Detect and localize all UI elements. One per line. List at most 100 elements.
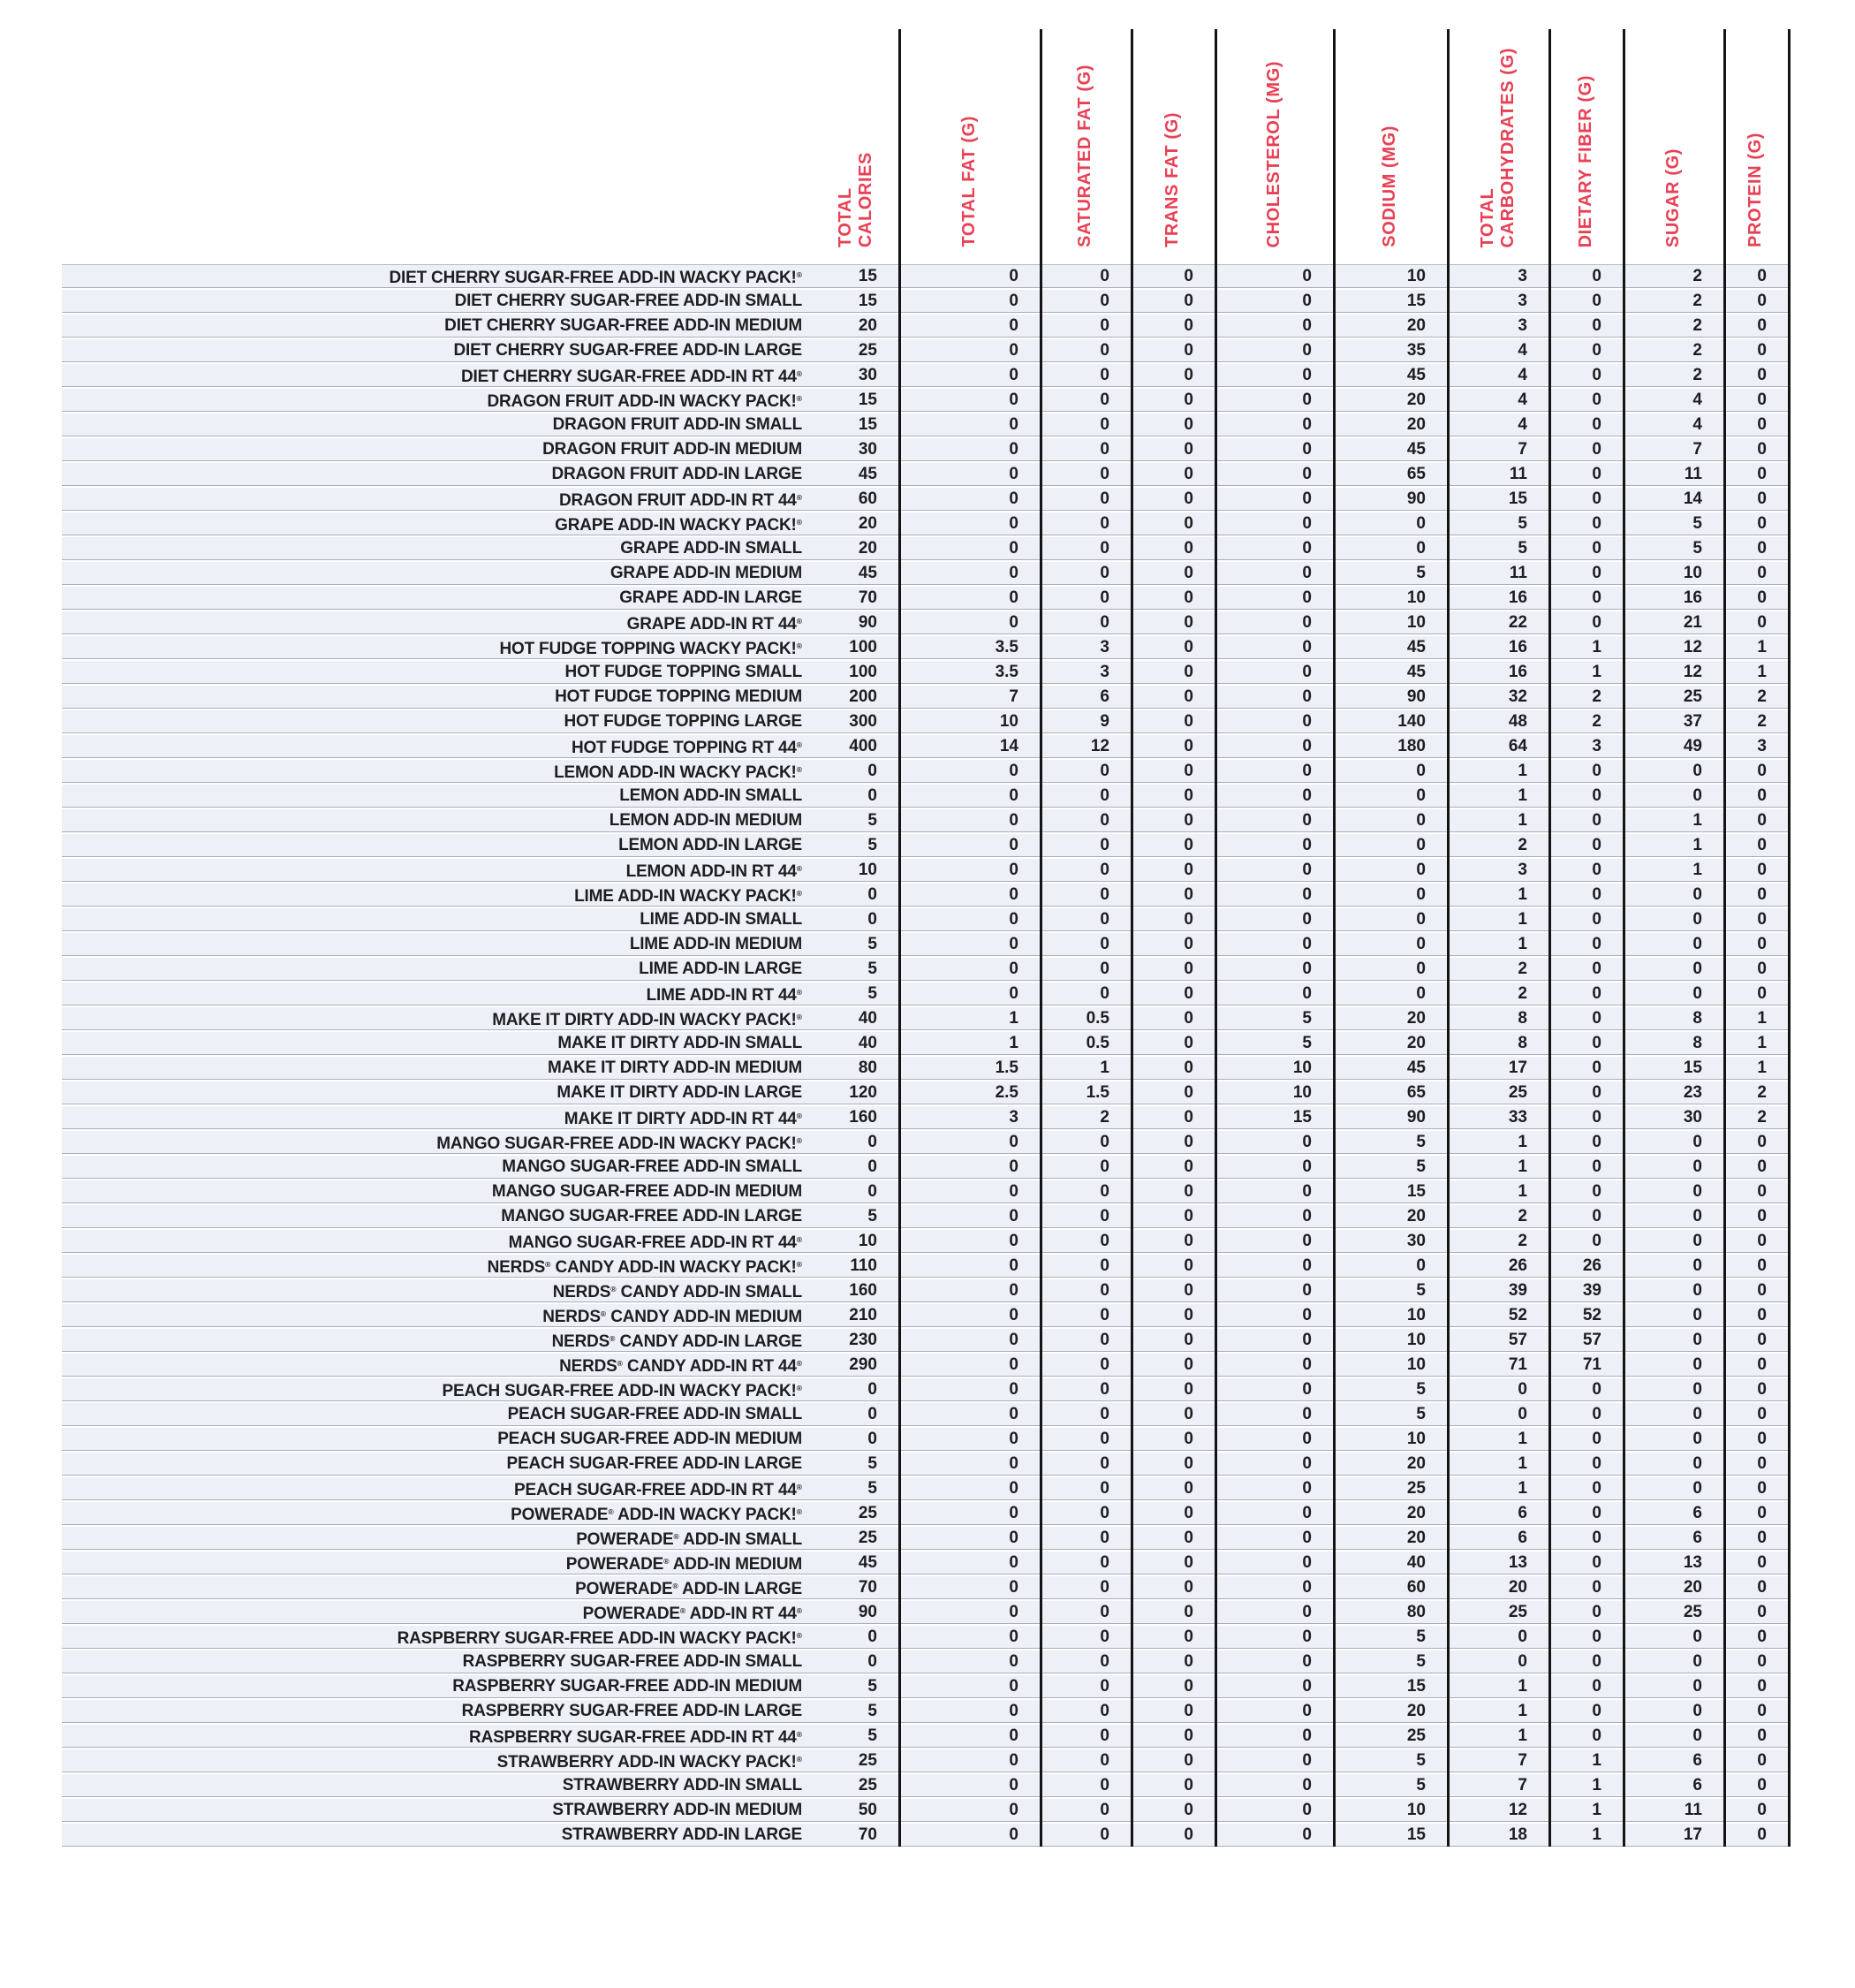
item-name: NERDS® CANDY ADD-IN MEDIUM bbox=[542, 1307, 802, 1326]
value-cell: 0 bbox=[1592, 1651, 1601, 1671]
item-name: DIET CHERRY SUGAR-FREE ADD-IN SMALL bbox=[454, 291, 803, 310]
value-cell: 0 bbox=[1009, 860, 1018, 879]
item-name: MAKE IT DIRTY ADD-IN MEDIUM bbox=[547, 1058, 802, 1077]
value-cell: 0 bbox=[1757, 315, 1767, 335]
value-cell: 0 bbox=[1592, 1503, 1601, 1522]
value-cell: 0 bbox=[1592, 1429, 1601, 1448]
value-cell: 5 bbox=[1416, 1379, 1426, 1399]
value-cell: 0 bbox=[1692, 1726, 1702, 1745]
value-cell: 230 bbox=[849, 1330, 877, 1349]
value-cell: 0 bbox=[1100, 1627, 1109, 1646]
table-row: HOT FUDGE TOPPING RT 44® 400 14 12 0 0 180 64 3… bbox=[62, 735, 1791, 758]
table-row: PEACH SUGAR-FREE ADD-IN MEDIUM 0 0 0 0 0 10 1 0… bbox=[62, 1428, 1791, 1451]
item-name: PEACH SUGAR-FREE ADD-IN MEDIUM bbox=[497, 1429, 802, 1448]
value-cell: 0 bbox=[867, 761, 877, 780]
value-cell: 0 bbox=[1757, 1354, 1767, 1374]
table-row: POWERADE® ADD-IN SMALL 25 0 0 0 0 20 6 0 6 0 bbox=[62, 1527, 1791, 1550]
value-cell: 0 bbox=[1009, 1701, 1018, 1720]
value-cell: 0 bbox=[1592, 538, 1601, 558]
value-cell: 0 bbox=[1592, 1033, 1601, 1052]
table-row: LEMON ADD-IN RT 44® 10 0 0 0 0 0 3 0 1 0 bbox=[62, 859, 1791, 882]
value-cell: 0 bbox=[1009, 1552, 1018, 1572]
table-row: LEMON ADD-IN LARGE 5 0 0 0 0 0 2 0 1 0 bbox=[62, 834, 1791, 857]
value-cell: 0 bbox=[1757, 1429, 1767, 1448]
value-cell: 0 bbox=[1100, 1478, 1109, 1498]
column-header: CHOLESTEROL (MG) bbox=[1215, 29, 1333, 264]
value-cell: 10 bbox=[999, 711, 1018, 731]
value-cell: 0 bbox=[1009, 612, 1018, 632]
value-cell: 1 bbox=[1592, 1800, 1601, 1819]
value-cell: 0 bbox=[1184, 1107, 1193, 1127]
value-cell: 0 bbox=[1184, 1008, 1193, 1028]
value-cell: 0 bbox=[1184, 414, 1193, 434]
value-cell: 0 bbox=[1757, 1552, 1767, 1572]
value-cell: 5 bbox=[1518, 513, 1527, 533]
value-cell: 7 bbox=[1518, 1750, 1527, 1770]
value-cell: 0 bbox=[1009, 1206, 1018, 1225]
value-cell: 0 bbox=[1757, 959, 1767, 978]
value-cell: 1 bbox=[1592, 1825, 1601, 1844]
value-cell: 6 bbox=[1692, 1503, 1702, 1522]
item-name: GRAPE ADD-IN MEDIUM bbox=[610, 563, 802, 582]
value-cell: 140 bbox=[1397, 711, 1426, 731]
value-cell: 0 bbox=[1302, 1651, 1312, 1671]
value-cell: 5 bbox=[1302, 1008, 1312, 1028]
value-cell: 0 bbox=[1302, 1528, 1312, 1547]
value-cell: 5 bbox=[1416, 1775, 1426, 1795]
value-cell: 0 bbox=[1757, 1528, 1767, 1547]
value-cell: 5 bbox=[1416, 1157, 1426, 1176]
value-cell: 0 bbox=[1100, 1305, 1109, 1324]
value-cell: 4 bbox=[1518, 365, 1527, 384]
value-cell: 22 bbox=[1508, 612, 1527, 632]
value-cell: 20 bbox=[1406, 315, 1426, 335]
value-cell: 0 bbox=[1592, 1231, 1601, 1250]
value-cell: 0 bbox=[1302, 711, 1312, 731]
value-cell: 0 bbox=[1302, 1132, 1312, 1151]
value-cell: 0 bbox=[1692, 959, 1702, 978]
value-cell: 0 bbox=[1184, 1231, 1193, 1250]
value-cell: 80 bbox=[1406, 1602, 1426, 1621]
value-cell: 0 bbox=[1009, 315, 1018, 335]
value-cell: 16 bbox=[1508, 662, 1527, 681]
value-cell: 0 bbox=[1100, 884, 1109, 904]
column-divider-line bbox=[1447, 29, 1450, 1847]
value-cell: 0 bbox=[1302, 489, 1312, 508]
value-cell: 0 bbox=[1009, 785, 1018, 805]
value-cell: 0 bbox=[1592, 513, 1601, 533]
value-cell: 15 bbox=[1683, 1058, 1702, 1077]
item-name: DIET CHERRY SUGAR-FREE ADD-IN LARGE bbox=[453, 340, 803, 360]
value-cell: 5 bbox=[1416, 1280, 1426, 1300]
value-cell: 0 bbox=[1302, 1800, 1312, 1819]
value-cell: 0 bbox=[1184, 1453, 1193, 1473]
item-name: MANGO SUGAR-FREE ADD-IN RT 44® bbox=[508, 1233, 802, 1252]
value-cell: 0 bbox=[1009, 1676, 1018, 1696]
value-cell: 1 bbox=[1518, 810, 1527, 830]
table-row: LEMON ADD-IN MEDIUM 5 0 0 0 0 0 1 0 1 0 bbox=[62, 809, 1791, 832]
value-cell: 0 bbox=[1184, 1206, 1193, 1225]
table-row: MANGO SUGAR-FREE ADD-IN MEDIUM 0 0 0 0 0 15 1 0… bbox=[62, 1180, 1791, 1203]
value-cell: 0 bbox=[1184, 1033, 1193, 1052]
value-cell: 14 bbox=[999, 736, 1018, 755]
value-cell: 64 bbox=[1508, 736, 1527, 755]
value-cell: 0 bbox=[1009, 1602, 1018, 1621]
value-cell: 0 bbox=[867, 1181, 877, 1201]
value-cell: 0 bbox=[1592, 785, 1601, 805]
value-cell: 0 bbox=[1302, 291, 1312, 310]
value-cell: 10 bbox=[1406, 1305, 1426, 1324]
table-row: RASPBERRY SUGAR-FREE ADD-IN RT 44® 5 0 0 0 0… bbox=[62, 1725, 1791, 1748]
value-cell: 0 bbox=[1302, 934, 1312, 953]
table-row: GRAPE ADD-IN MEDIUM 45 0 0 0 0 5 11 0 10 0 bbox=[62, 562, 1791, 585]
value-cell: 0 bbox=[1302, 1157, 1312, 1176]
item-name: RASPBERRY SUGAR-FREE ADD-IN RT 44® bbox=[469, 1727, 802, 1747]
value-cell: 3 bbox=[1592, 736, 1601, 755]
value-cell: 45 bbox=[1406, 365, 1426, 384]
value-cell: 5 bbox=[867, 934, 877, 953]
value-cell: 0 bbox=[1184, 736, 1193, 755]
table-row: POWERADE® ADD-IN RT 44® 90 0 0 0 0 80 25 0 25 0 bbox=[62, 1601, 1791, 1624]
column-header-label: TRANS FAT (G) bbox=[1162, 112, 1182, 247]
item-name: PEACH SUGAR-FREE ADD-IN SMALL bbox=[507, 1404, 803, 1423]
value-cell: 0 bbox=[1757, 761, 1767, 780]
value-cell: 0 bbox=[1184, 1800, 1193, 1819]
table-row: PEACH SUGAR-FREE ADD-IN SMALL 0 0 0 0 0 5 0 0 0 0 bbox=[62, 1403, 1791, 1426]
value-cell: 2 bbox=[1692, 291, 1702, 310]
